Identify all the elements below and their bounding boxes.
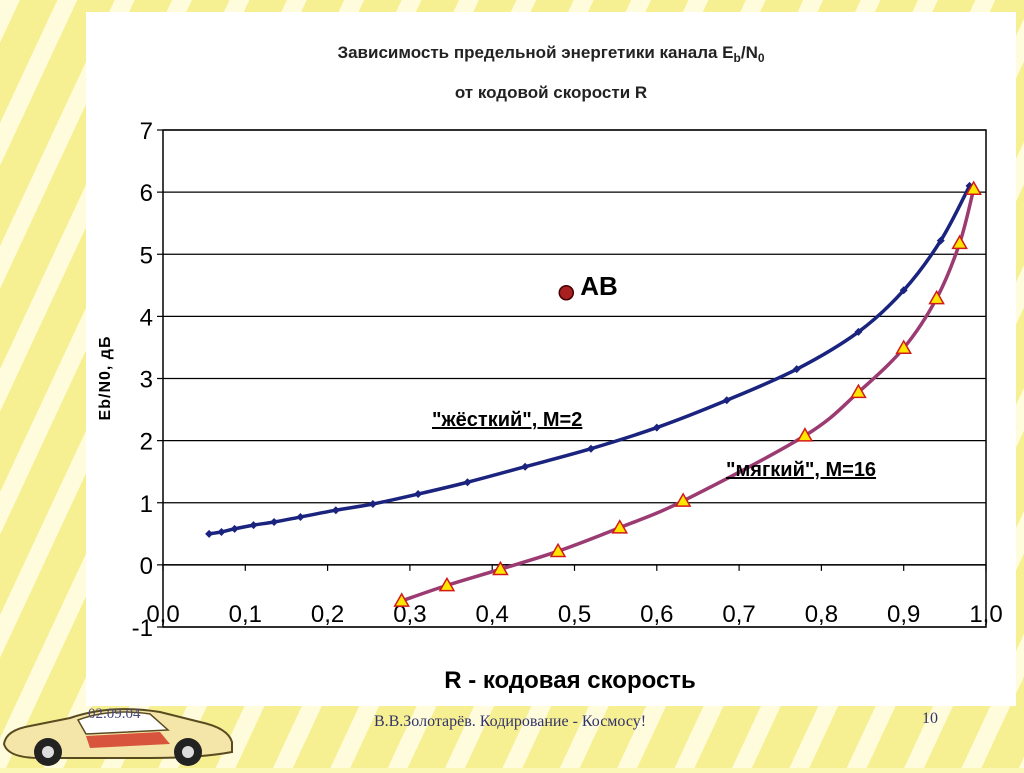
- slide-date: 02.09.04: [88, 706, 141, 722]
- data-point-hard: [792, 365, 801, 374]
- data-point-hard: [249, 521, 258, 530]
- data-point-soft: [928, 289, 945, 305]
- data-point-soft: [611, 519, 629, 534]
- data-point-hard: [521, 462, 530, 471]
- x-tick-label: 0,8: [805, 601, 838, 628]
- data-point-hard: [368, 499, 377, 508]
- series-line-soft: [401, 188, 976, 603]
- data-point-soft: [492, 560, 509, 576]
- chart-subtitle: от кодовой скорости R: [455, 83, 647, 102]
- data-point-soft: [674, 492, 692, 507]
- data-point-hard: [854, 327, 863, 336]
- data-point-soft: [438, 576, 456, 592]
- x-tick-label: 0,9: [887, 601, 920, 628]
- y-tick-label: 6: [140, 180, 153, 207]
- chart-panel: Зависимость предельной энергетики канала…: [86, 12, 1016, 706]
- y-tick-label: 2: [140, 429, 153, 456]
- series-line-hard: [208, 185, 972, 536]
- chart-title: Зависимость предельной энергетики канала…: [337, 43, 764, 65]
- data-point-hard: [652, 423, 661, 432]
- y-tick-label: 1: [140, 491, 153, 518]
- data-point-hard: [586, 444, 595, 453]
- x-tick-label: 1,0: [969, 601, 1002, 628]
- x-tick-label: 0,4: [476, 601, 509, 628]
- data-point-soft: [850, 383, 867, 399]
- slide-page-number: 10: [922, 710, 938, 727]
- y-tick-label: 3: [140, 367, 153, 394]
- x-tick-label: 0,0: [146, 601, 179, 628]
- data-point-soft: [951, 234, 968, 250]
- series-label-soft: "мягкий", M=16: [726, 459, 876, 481]
- data-point-hard: [463, 478, 472, 487]
- data-point-soft: [796, 427, 814, 442]
- data-point-hard: [414, 490, 423, 499]
- data-point-soft: [965, 180, 982, 196]
- data-point-soft: [549, 542, 567, 558]
- x-tick-label: 0,7: [722, 601, 755, 628]
- sports-car-icon: [0, 700, 240, 773]
- data-point-hard: [899, 286, 908, 295]
- data-point-hard: [217, 527, 226, 536]
- chart: Зависимость предельной энергетики канала…: [97, 43, 1003, 694]
- data-point-hard: [936, 236, 945, 245]
- data-point-hard: [270, 518, 279, 527]
- data-point-hard: [296, 513, 305, 522]
- data-point-hard: [230, 524, 239, 533]
- y-axis-label: Eb/N0, дБ: [97, 336, 114, 421]
- y-tick-label: 4: [140, 304, 153, 331]
- y-tick-label: 7: [140, 118, 153, 145]
- x-tick-label: 0,6: [640, 601, 673, 628]
- x-tick-label: 0,2: [311, 601, 344, 628]
- x-axis-label: R - кодовая скорость: [444, 667, 696, 694]
- data-point-soft: [393, 592, 410, 607]
- data-point-soft: [895, 339, 912, 355]
- y-tick-label: -1: [132, 615, 153, 642]
- annotation-point-ab: [558, 285, 575, 301]
- data-point-hard: [722, 396, 731, 405]
- x-tick-label: 0,5: [558, 601, 591, 628]
- y-tick-label: 5: [140, 242, 153, 269]
- data-point-hard: [331, 506, 340, 515]
- series-label-hard: "жёсткий", M=2: [432, 409, 582, 431]
- annotation-label-ab: AB: [580, 271, 618, 301]
- y-tick-label: 0: [140, 553, 153, 580]
- slide-author: В.В.Золотарёв. Кодирование - Космосу!: [373, 713, 647, 730]
- x-tick-label: 0,1: [229, 601, 262, 628]
- data-point-hard: [205, 529, 214, 538]
